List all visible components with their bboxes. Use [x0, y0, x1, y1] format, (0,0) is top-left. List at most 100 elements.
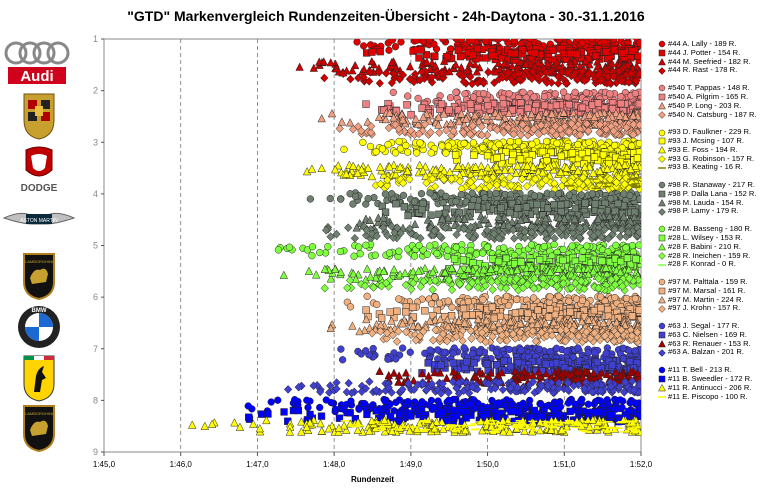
- data-point: [505, 90, 513, 98]
- data-point: [505, 173, 514, 182]
- data-point: [474, 116, 484, 125]
- data-point: [399, 178, 408, 188]
- data-point: [482, 115, 491, 125]
- data-point: [425, 39, 434, 44]
- data-point: [566, 308, 574, 316]
- data-point: [353, 168, 362, 177]
- data-point: [629, 120, 638, 129]
- data-point: [606, 90, 614, 98]
- data-point: [591, 200, 599, 208]
- data-point: [536, 120, 546, 130]
- data-point: [568, 242, 576, 250]
- data-point: [459, 128, 468, 137]
- data-point: [534, 306, 542, 314]
- data-point: [473, 44, 482, 53]
- data-point: [500, 58, 509, 68]
- data-point: [578, 103, 587, 112]
- data-point: [618, 49, 626, 57]
- data-point: [631, 347, 639, 355]
- data-point: [462, 65, 472, 75]
- data-point: [464, 297, 472, 306]
- data-point: [559, 108, 569, 117]
- data-point: [274, 246, 283, 254]
- data-point: [543, 137, 551, 146]
- data-point: [434, 120, 443, 129]
- data-point: [494, 111, 503, 121]
- data-point: [452, 39, 460, 43]
- data-point: [447, 174, 456, 184]
- data-point: [416, 139, 424, 147]
- data-point: [433, 249, 441, 258]
- data-point: [316, 248, 324, 257]
- data-point: [459, 77, 468, 87]
- data-point: [457, 109, 466, 118]
- data-point: [612, 178, 621, 187]
- data-point: [388, 39, 397, 44]
- data-point: [479, 89, 488, 98]
- data-point: [497, 204, 505, 212]
- data-point: [547, 148, 555, 157]
- data-point: [516, 155, 525, 163]
- data-point: [372, 148, 380, 156]
- data-point: [573, 75, 582, 85]
- data-point: [421, 307, 429, 315]
- data-point: [496, 39, 504, 42]
- data-point: [475, 63, 484, 72]
- data-point: [574, 344, 582, 352]
- data-point: [404, 211, 412, 220]
- data-point: [386, 308, 394, 316]
- data-point: [563, 68, 572, 78]
- data-point: [345, 118, 355, 127]
- data-point: [604, 113, 613, 123]
- data-point: [531, 174, 540, 184]
- data-point: [461, 114, 471, 123]
- data-point: [527, 109, 536, 119]
- data-point: [394, 124, 403, 134]
- data-point: [590, 153, 599, 161]
- data-point: [622, 294, 631, 303]
- data-point: [529, 294, 538, 302]
- data-point: [583, 70, 593, 79]
- data-point: [413, 149, 421, 157]
- data-point: [410, 198, 419, 206]
- data-point: [585, 138, 593, 146]
- data-point: [617, 99, 625, 108]
- data-point: [578, 149, 586, 158]
- data-point: [533, 72, 542, 82]
- data-point: [510, 39, 518, 45]
- data-point: [566, 49, 575, 58]
- data-point: [384, 141, 392, 149]
- data-point: [609, 126, 618, 136]
- data-point: [384, 123, 394, 133]
- series-7: [335, 118, 641, 140]
- data-point: [614, 199, 622, 208]
- data-point: [507, 61, 517, 70]
- data-point: [420, 119, 430, 129]
- data-point: [493, 125, 502, 135]
- data-point: [451, 151, 460, 159]
- data-point: [466, 177, 475, 187]
- data-point: [367, 171, 377, 181]
- data-point: [549, 46, 557, 54]
- data-point: [326, 58, 335, 67]
- y-tick-label: 7: [93, 344, 98, 354]
- data-point: [511, 309, 520, 317]
- data-point: [439, 174, 449, 184]
- data-point: [546, 347, 554, 356]
- data-point: [522, 181, 532, 191]
- x-tick-label: 1:48,0: [323, 460, 346, 469]
- data-point: [399, 191, 408, 200]
- data-point: [437, 69, 446, 78]
- data-point: [402, 141, 410, 150]
- data-point: [395, 75, 404, 84]
- data-point: [381, 114, 391, 124]
- data-point: [466, 100, 475, 108]
- data-point: [434, 112, 443, 121]
- data-point: [573, 50, 581, 58]
- data-point: [578, 296, 587, 305]
- data-point: [307, 164, 317, 173]
- data-point: [349, 200, 357, 208]
- data-point: [306, 195, 315, 203]
- data-point: [635, 195, 641, 203]
- y-tick-label: 5: [93, 241, 98, 251]
